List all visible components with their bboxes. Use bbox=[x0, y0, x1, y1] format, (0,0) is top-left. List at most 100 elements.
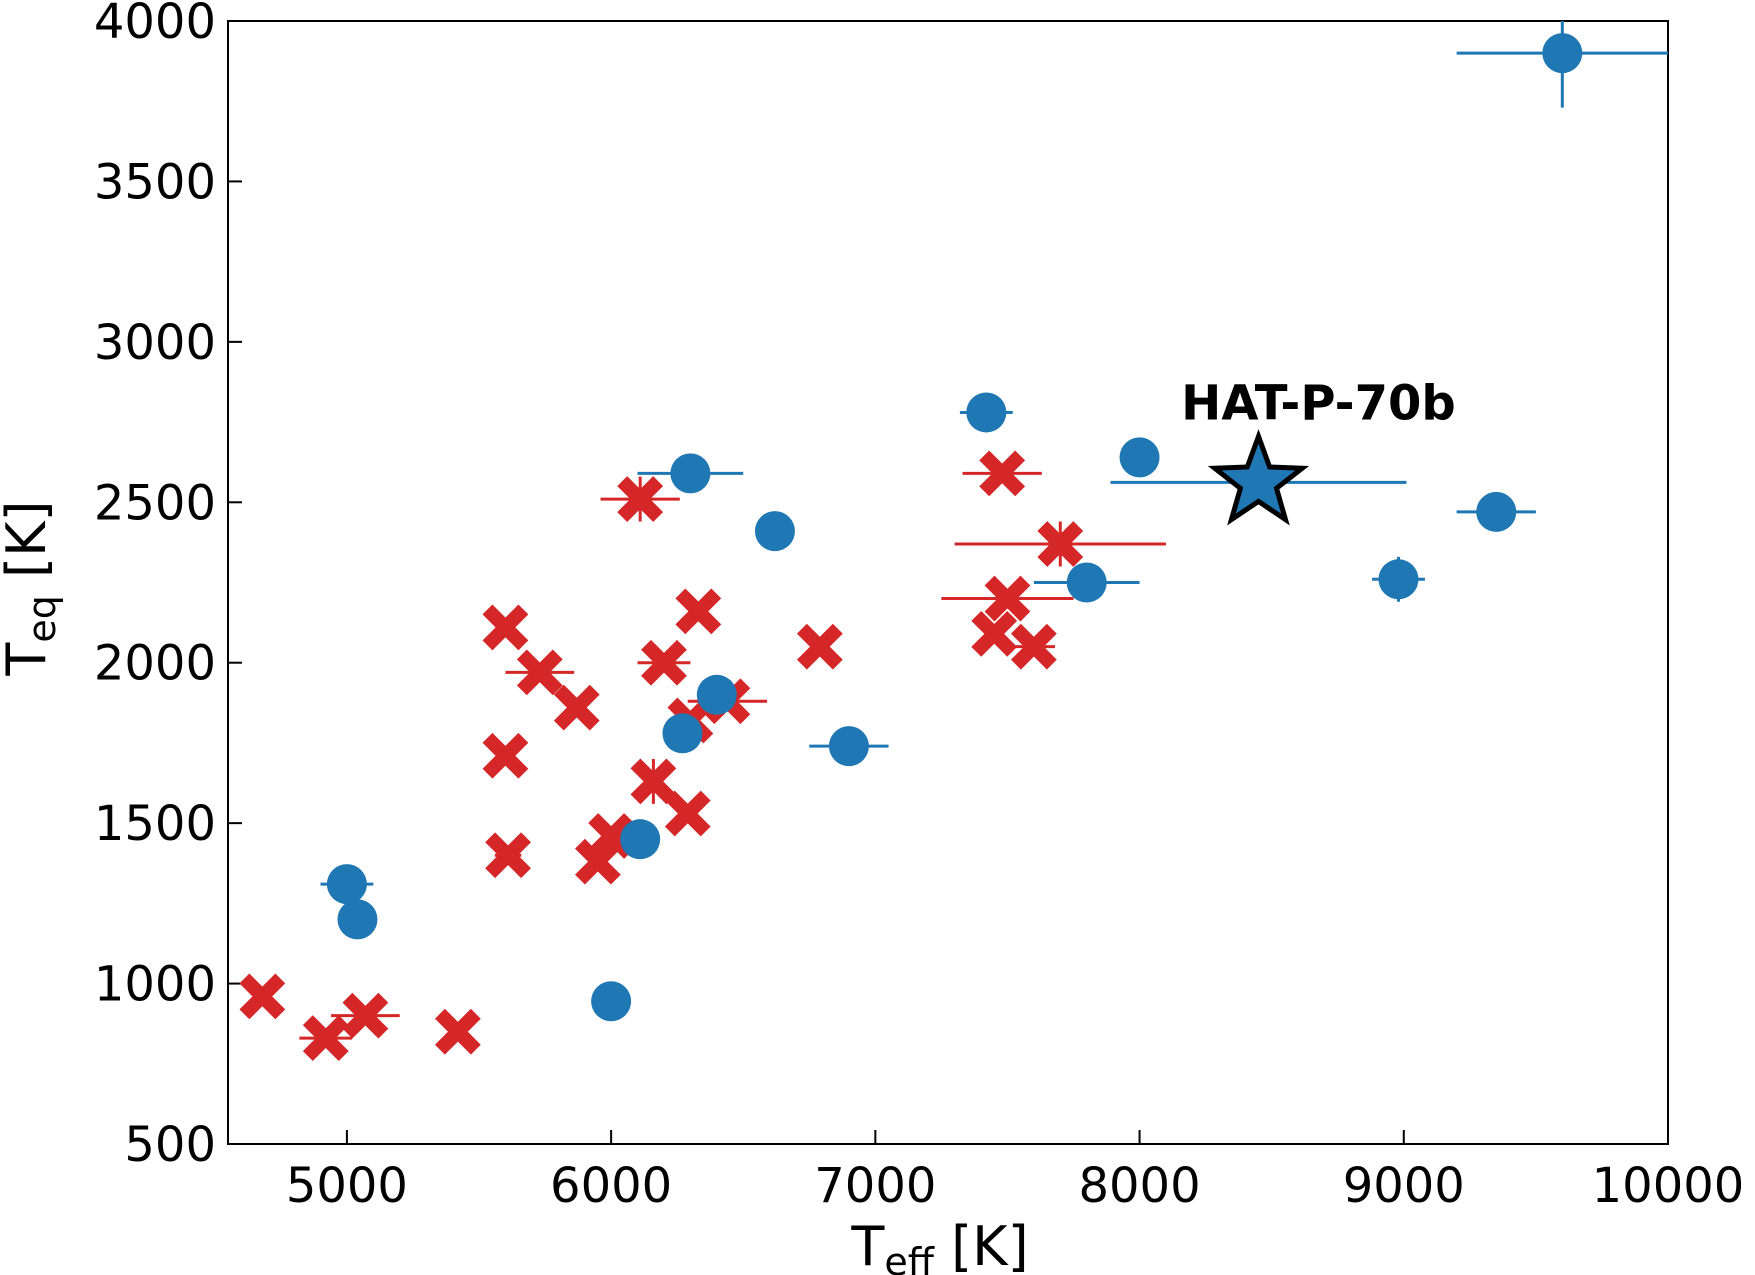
y-tick-label: 1000 bbox=[94, 957, 216, 1013]
circle-point bbox=[591, 981, 632, 1022]
cross-point bbox=[505, 649, 575, 696]
cross-marker bbox=[239, 973, 286, 1020]
cross-marker bbox=[979, 450, 1026, 497]
cross-marker bbox=[675, 588, 722, 635]
cross-marker bbox=[553, 684, 600, 731]
cross-point bbox=[575, 838, 621, 885]
cross-point bbox=[664, 790, 711, 837]
circle-point bbox=[637, 453, 744, 494]
data-points bbox=[239, 21, 1668, 1062]
circle-marker bbox=[696, 674, 737, 715]
cross-point bbox=[299, 1015, 353, 1062]
cross-point bbox=[941, 575, 1074, 622]
y-axis-label-unit: [K] bbox=[0, 500, 58, 595]
circle-marker bbox=[966, 392, 1007, 433]
cross-marker bbox=[984, 575, 1031, 622]
cross-marker bbox=[485, 832, 531, 879]
y-axis-label-sub: eq bbox=[20, 595, 64, 643]
circle-marker bbox=[1378, 559, 1419, 600]
plot-frame bbox=[227, 20, 1669, 1145]
circle-point bbox=[696, 674, 737, 715]
cross-marker bbox=[516, 649, 563, 696]
cross-marker bbox=[482, 732, 529, 779]
cross-point bbox=[954, 521, 1166, 567]
circle-point bbox=[1456, 491, 1536, 532]
x-tick-label: 8000 bbox=[1078, 1158, 1200, 1214]
cross-marker bbox=[342, 992, 389, 1039]
circle-marker bbox=[754, 511, 795, 552]
x-axis-label-main: T bbox=[850, 1215, 885, 1275]
x-tick-label: 10000 bbox=[1592, 1158, 1745, 1214]
star-marker bbox=[1207, 429, 1310, 526]
highlight-label: HAT-P-70b bbox=[1181, 375, 1456, 431]
circle-marker bbox=[1066, 562, 1107, 603]
circle-point bbox=[1119, 437, 1160, 478]
cross-point bbox=[482, 604, 529, 651]
circle-marker bbox=[670, 453, 711, 494]
cross-point bbox=[434, 1008, 481, 1055]
circle-point bbox=[1372, 556, 1425, 602]
cross-point bbox=[637, 639, 691, 686]
cross-point bbox=[588, 813, 635, 859]
cross-marker bbox=[575, 838, 621, 885]
x-axis-label: Teff [K] bbox=[850, 1215, 1028, 1275]
y-tick-label: 3500 bbox=[94, 154, 216, 210]
cross-marker bbox=[302, 1015, 349, 1062]
x-axis-label-sub: eff bbox=[884, 1240, 934, 1275]
cross-point bbox=[553, 684, 600, 731]
circle-point bbox=[959, 392, 1013, 433]
y-tick-label: 500 bbox=[124, 1117, 216, 1173]
y-tick-label: 1500 bbox=[94, 796, 216, 852]
cross-point bbox=[971, 610, 1018, 657]
cross-marker bbox=[971, 610, 1018, 657]
y-tick-label: 2000 bbox=[94, 636, 216, 692]
cross-point bbox=[482, 732, 529, 779]
circle-point bbox=[337, 899, 378, 940]
circle-marker bbox=[1542, 33, 1583, 74]
cross-point bbox=[331, 992, 400, 1039]
cross-point bbox=[485, 832, 531, 879]
x-tick-label: 6000 bbox=[550, 1158, 672, 1214]
x-tick-label: 7000 bbox=[814, 1158, 936, 1214]
x-axis-label-unit: [K] bbox=[934, 1215, 1029, 1275]
plot-area-border bbox=[227, 20, 1669, 1145]
circle-marker bbox=[828, 726, 869, 767]
y-axis-label-main: T bbox=[0, 642, 58, 677]
y-tick-label: 3000 bbox=[94, 315, 216, 371]
y-tick-label: 4000 bbox=[94, 0, 216, 50]
cross-point bbox=[962, 450, 1042, 497]
cross-marker bbox=[796, 623, 843, 670]
x-tick-label: 9000 bbox=[1343, 1158, 1465, 1214]
cross-marker bbox=[434, 1008, 481, 1055]
circle-marker bbox=[620, 819, 661, 860]
circle-marker bbox=[1476, 491, 1517, 532]
star-point bbox=[1110, 429, 1407, 526]
cross-marker bbox=[617, 476, 664, 522]
cross-marker bbox=[1037, 521, 1084, 567]
y-tick-label: 2500 bbox=[94, 475, 216, 531]
cross-marker bbox=[588, 813, 635, 859]
cross-marker bbox=[482, 604, 529, 651]
circle-point bbox=[620, 819, 661, 860]
cross-point bbox=[630, 758, 677, 805]
y-axis-label: Teq [K] bbox=[0, 500, 64, 676]
cross-marker bbox=[664, 790, 711, 837]
cross-marker bbox=[641, 639, 687, 686]
cross-point bbox=[600, 476, 680, 522]
circle-marker bbox=[326, 864, 367, 905]
cross-point bbox=[239, 973, 286, 1020]
circle-point bbox=[1456, 21, 1668, 108]
cross-point bbox=[1010, 623, 1057, 670]
circle-point bbox=[1033, 562, 1140, 603]
cross-point bbox=[796, 623, 843, 670]
axis-ticks: 5000 6000 7000 8000 9000 10000 500 1000 1500 2000… bbox=[94, 0, 1745, 1214]
circle-marker bbox=[1119, 437, 1160, 478]
cross-point bbox=[675, 588, 722, 635]
circle-marker bbox=[662, 713, 703, 754]
circle-marker bbox=[337, 899, 378, 940]
circle-point bbox=[662, 713, 703, 754]
circle-marker bbox=[591, 981, 632, 1022]
cross-marker bbox=[1010, 623, 1057, 670]
circle-point bbox=[754, 511, 795, 552]
